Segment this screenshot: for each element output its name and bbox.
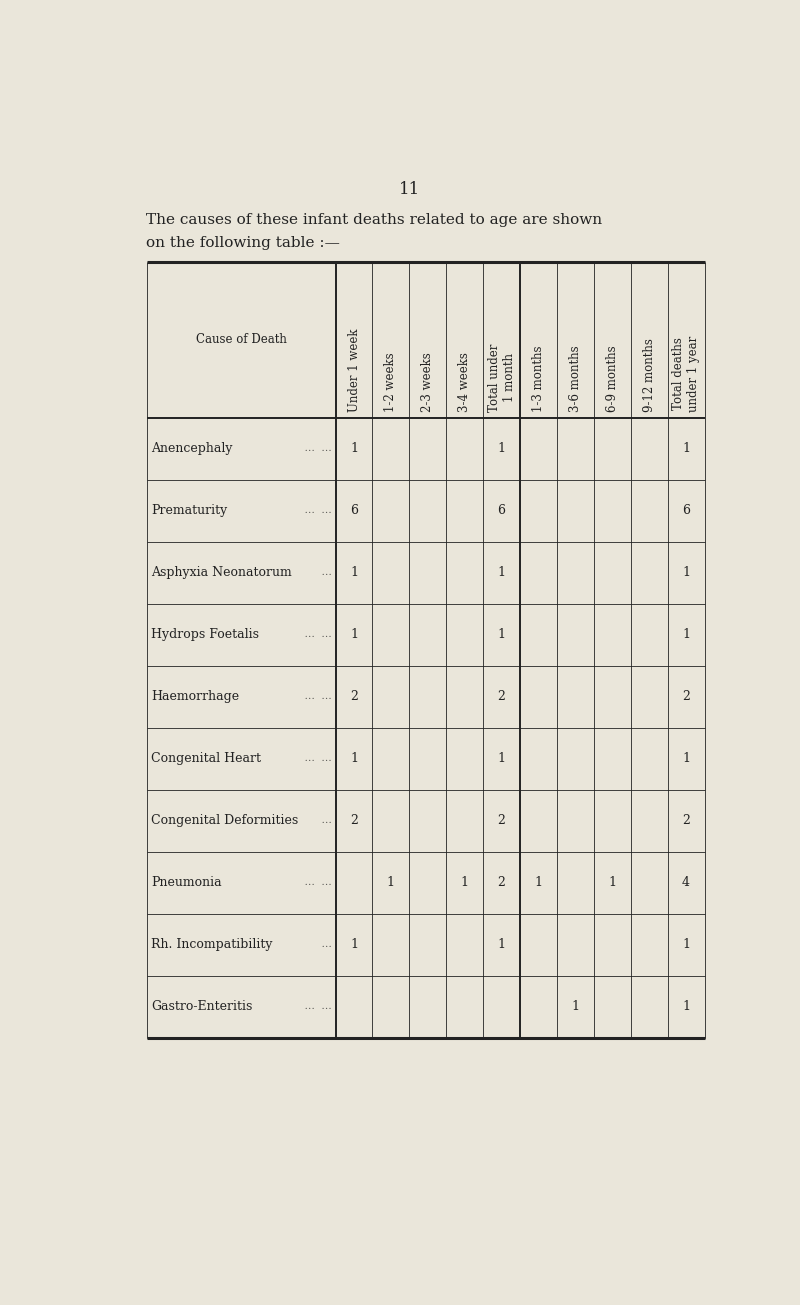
Text: …: …: [315, 569, 332, 577]
Text: 1: 1: [682, 938, 690, 951]
Text: 1-2 weeks: 1-2 weeks: [385, 352, 398, 412]
Text: …  …: … …: [298, 1002, 332, 1011]
Text: 1: 1: [682, 1001, 690, 1014]
Text: …  …: … …: [298, 506, 332, 515]
Text: …  …: … …: [298, 630, 332, 639]
Text: 11: 11: [399, 180, 421, 198]
Text: 1: 1: [350, 442, 358, 455]
Text: Asphyxia Neonatorum: Asphyxia Neonatorum: [151, 566, 292, 579]
Text: 6: 6: [682, 504, 690, 517]
Text: 1: 1: [350, 629, 358, 641]
Text: 1: 1: [461, 877, 469, 889]
Text: 1: 1: [498, 753, 506, 765]
Text: 1: 1: [498, 629, 506, 641]
Text: 1: 1: [534, 877, 542, 889]
Text: 1: 1: [387, 877, 395, 889]
Text: 2: 2: [350, 690, 358, 703]
Text: 1: 1: [608, 877, 616, 889]
Text: Total under
1 month: Total under 1 month: [488, 343, 516, 412]
Text: Cause of Death: Cause of Death: [196, 334, 286, 347]
Text: Haemorrhage: Haemorrhage: [151, 690, 239, 703]
Text: 6: 6: [350, 504, 358, 517]
Text: 1: 1: [498, 566, 506, 579]
Text: 4: 4: [682, 877, 690, 889]
Text: Congenital Deformities: Congenital Deformities: [151, 814, 298, 827]
Text: 6-9 months: 6-9 months: [606, 346, 618, 412]
Text: The causes of these infant deaths related to age are shown: The causes of these infant deaths relate…: [146, 213, 602, 227]
Text: 1: 1: [350, 566, 358, 579]
Text: …  …: … …: [298, 693, 332, 701]
Text: Hydrops Foetalis: Hydrops Foetalis: [151, 629, 259, 641]
Text: Rh. Incompatibility: Rh. Incompatibility: [151, 938, 273, 951]
Text: 2-3 weeks: 2-3 weeks: [422, 352, 434, 412]
Text: 2: 2: [498, 690, 506, 703]
Text: Prematurity: Prematurity: [151, 504, 228, 517]
Text: 1: 1: [682, 442, 690, 455]
Text: 2: 2: [682, 814, 690, 827]
Text: 1: 1: [350, 753, 358, 765]
Text: Under 1 week: Under 1 week: [347, 329, 361, 412]
Text: 1: 1: [350, 938, 358, 951]
Text: 2: 2: [350, 814, 358, 827]
Text: 2: 2: [498, 877, 506, 889]
Text: 1: 1: [682, 629, 690, 641]
Text: 1: 1: [682, 753, 690, 765]
Text: on the following table :—: on the following table :—: [146, 236, 340, 251]
Text: …  …: … …: [298, 754, 332, 763]
Text: Pneumonia: Pneumonia: [151, 877, 222, 889]
Text: 6: 6: [498, 504, 506, 517]
Text: 2: 2: [498, 814, 506, 827]
Text: Total deaths
under 1 year: Total deaths under 1 year: [672, 335, 700, 412]
Text: 1-3 months: 1-3 months: [532, 346, 545, 412]
Text: Congenital Heart: Congenital Heart: [151, 753, 262, 765]
Text: Anencephaly: Anencephaly: [151, 442, 233, 455]
Text: …: …: [315, 817, 332, 825]
Text: …  …: … …: [298, 445, 332, 453]
Text: 3-4 weeks: 3-4 weeks: [458, 352, 471, 412]
Text: …  …: … …: [298, 878, 332, 887]
Text: 1: 1: [571, 1001, 579, 1014]
Text: 1: 1: [498, 442, 506, 455]
Text: 3-6 months: 3-6 months: [569, 346, 582, 412]
Text: …: …: [315, 941, 332, 949]
Text: 1: 1: [682, 566, 690, 579]
Text: 2: 2: [682, 690, 690, 703]
Text: 9-12 months: 9-12 months: [642, 338, 656, 412]
Text: Gastro-Enteritis: Gastro-Enteritis: [151, 1001, 253, 1014]
Text: 1: 1: [498, 938, 506, 951]
